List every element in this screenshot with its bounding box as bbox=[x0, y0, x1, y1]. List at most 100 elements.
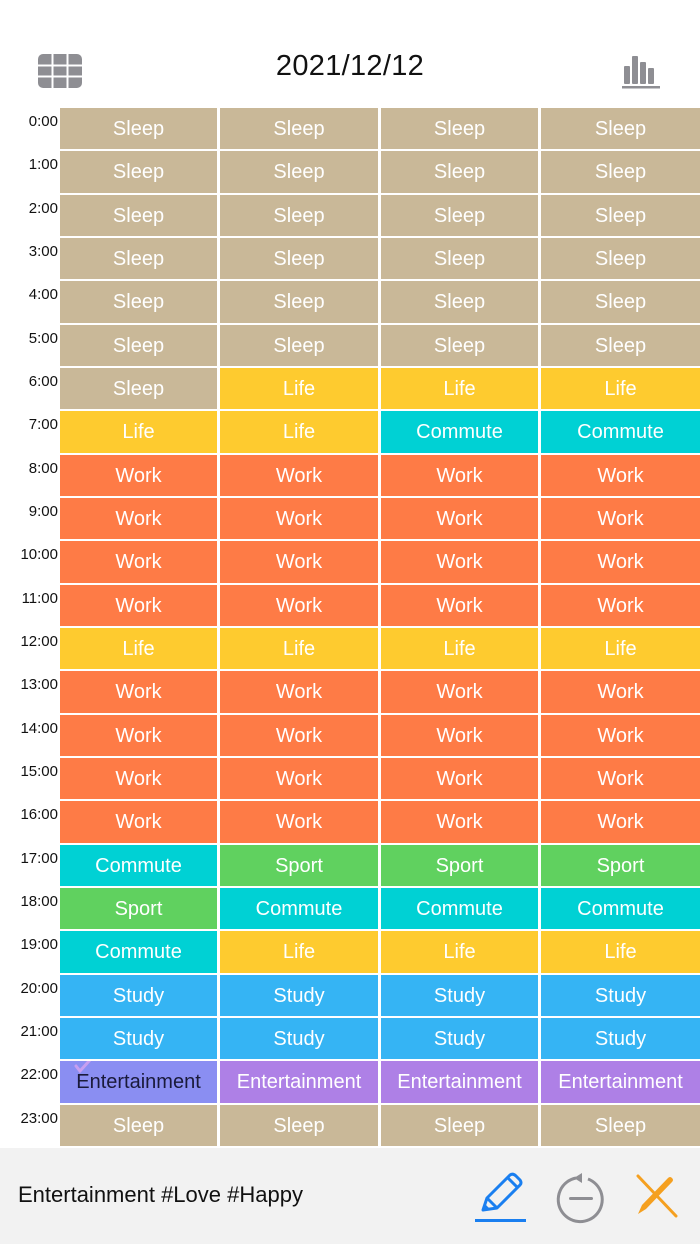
activity-cell[interactable]: Sleep bbox=[60, 281, 217, 323]
activity-cell[interactable]: Sleep bbox=[541, 324, 700, 366]
activity-cell[interactable]: Sport bbox=[541, 844, 700, 886]
activity-cell[interactable]: Sleep bbox=[220, 238, 378, 280]
activity-cell[interactable]: Sleep bbox=[381, 238, 538, 280]
activity-cell[interactable]: Work bbox=[541, 498, 700, 540]
activity-cell[interactable]: Sleep bbox=[60, 324, 217, 366]
activity-cell[interactable]: Sleep bbox=[60, 1104, 217, 1146]
activity-cell[interactable]: Sleep bbox=[220, 108, 378, 150]
activity-cell[interactable]: Life bbox=[381, 628, 538, 670]
activity-cell[interactable]: Commute bbox=[381, 411, 538, 453]
activity-cell[interactable]: Sleep bbox=[381, 1104, 538, 1146]
activity-cell[interactable]: Commute bbox=[220, 888, 378, 930]
activity-cell[interactable]: Work bbox=[220, 498, 378, 540]
activity-cell[interactable]: Work bbox=[60, 758, 217, 800]
activity-cell[interactable]: Work bbox=[541, 454, 700, 496]
activity-cell[interactable]: Work bbox=[220, 671, 378, 713]
activity-cell[interactable]: Life bbox=[541, 368, 700, 410]
activity-cell[interactable]: Work bbox=[541, 801, 700, 843]
activity-cell[interactable]: Work bbox=[541, 671, 700, 713]
activity-cell[interactable]: Entertainment bbox=[220, 1061, 378, 1103]
activity-cell[interactable]: Work bbox=[220, 714, 378, 756]
activity-cell[interactable]: Study bbox=[381, 1018, 538, 1060]
activity-cell[interactable]: Work bbox=[541, 758, 700, 800]
activity-cell[interactable]: Sport bbox=[60, 888, 217, 930]
activity-cell[interactable]: Study bbox=[541, 1018, 700, 1060]
activity-cell[interactable]: Study bbox=[381, 974, 538, 1016]
activity-cell[interactable]: Sleep bbox=[220, 1104, 378, 1146]
grid-view-icon[interactable] bbox=[38, 54, 82, 88]
activity-cell[interactable]: Sleep bbox=[541, 108, 700, 150]
activity-cell[interactable]: Work bbox=[381, 584, 538, 626]
activity-cell[interactable]: Work bbox=[220, 584, 378, 626]
activity-cell[interactable]: Sleep bbox=[381, 151, 538, 193]
activity-cell[interactable]: Work bbox=[220, 541, 378, 583]
bar-chart-icon[interactable] bbox=[620, 54, 662, 90]
activity-cell[interactable]: Work bbox=[381, 801, 538, 843]
activity-cell[interactable]: Sleep bbox=[541, 238, 700, 280]
activity-cell[interactable]: Study bbox=[60, 974, 217, 1016]
activity-cell[interactable]: Life bbox=[220, 628, 378, 670]
activity-cell[interactable]: Study bbox=[541, 974, 700, 1016]
activity-cell[interactable]: Sleep bbox=[541, 151, 700, 193]
activity-cell[interactable]: Work bbox=[60, 671, 217, 713]
activity-cell[interactable]: Study bbox=[220, 1018, 378, 1060]
activity-cell[interactable]: Sleep bbox=[381, 194, 538, 236]
activity-cell-selected[interactable]: Entertainment bbox=[60, 1061, 217, 1103]
activity-cell[interactable]: Life bbox=[60, 411, 217, 453]
activity-cell[interactable]: Work bbox=[381, 541, 538, 583]
selected-note-label[interactable]: Entertainment #Love #Happy bbox=[18, 1182, 303, 1207]
activity-cell[interactable]: Work bbox=[541, 541, 700, 583]
page-title[interactable]: 2021/12/12 bbox=[275, 50, 425, 82]
activity-cell[interactable]: Sleep bbox=[220, 194, 378, 236]
activity-cell[interactable]: Work bbox=[220, 758, 378, 800]
activity-cell[interactable]: Work bbox=[60, 498, 217, 540]
activity-cell[interactable]: Entertainment bbox=[381, 1061, 538, 1103]
activity-cell[interactable]: Sleep bbox=[381, 324, 538, 366]
activity-cell[interactable]: Work bbox=[60, 584, 217, 626]
pencil-icon[interactable] bbox=[474, 1170, 528, 1224]
activity-cell[interactable]: Work bbox=[381, 758, 538, 800]
activity-cell[interactable]: Work bbox=[381, 454, 538, 496]
activity-cell[interactable]: Entertainment bbox=[541, 1061, 700, 1103]
activity-cell[interactable]: Study bbox=[60, 1018, 217, 1060]
activity-cell[interactable]: Sleep bbox=[60, 238, 217, 280]
activity-cell[interactable]: Study bbox=[220, 974, 378, 1016]
activity-cell[interactable]: Life bbox=[381, 931, 538, 973]
activity-cell[interactable]: Life bbox=[220, 931, 378, 973]
activity-cell[interactable]: Life bbox=[381, 368, 538, 410]
activity-cell[interactable]: Sleep bbox=[541, 281, 700, 323]
activity-cell[interactable]: Sleep bbox=[220, 151, 378, 193]
activity-cell[interactable]: Work bbox=[60, 454, 217, 496]
activity-cell[interactable]: Sleep bbox=[541, 1104, 700, 1146]
activity-cell[interactable]: Work bbox=[381, 714, 538, 756]
activity-cell[interactable]: Work bbox=[541, 584, 700, 626]
activity-cell[interactable]: Work bbox=[220, 454, 378, 496]
activity-cell[interactable]: Work bbox=[541, 714, 700, 756]
activity-cell[interactable]: Life bbox=[220, 368, 378, 410]
activity-cell[interactable]: Sleep bbox=[60, 368, 217, 410]
activity-cell[interactable]: Commute bbox=[381, 888, 538, 930]
activity-cell[interactable]: Life bbox=[60, 628, 217, 670]
activity-cell[interactable]: Sleep bbox=[220, 281, 378, 323]
undo-remove-icon[interactable] bbox=[554, 1170, 608, 1224]
activity-cell[interactable]: Commute bbox=[60, 931, 217, 973]
activity-cell[interactable]: Sport bbox=[381, 844, 538, 886]
activity-cell[interactable]: Work bbox=[220, 801, 378, 843]
activity-cell[interactable]: Sleep bbox=[541, 194, 700, 236]
activity-cell[interactable]: Work bbox=[381, 498, 538, 540]
activity-cell[interactable]: Commute bbox=[541, 888, 700, 930]
activity-cell[interactable]: Sleep bbox=[60, 194, 217, 236]
activity-cell[interactable]: Life bbox=[541, 628, 700, 670]
activity-cell[interactable]: Commute bbox=[541, 411, 700, 453]
activity-cell[interactable]: Sleep bbox=[381, 281, 538, 323]
activity-cell[interactable]: Commute bbox=[60, 844, 217, 886]
activity-cell[interactable]: Work bbox=[60, 714, 217, 756]
activity-cell[interactable]: Sleep bbox=[220, 324, 378, 366]
activity-cell[interactable]: Work bbox=[60, 541, 217, 583]
activity-cell[interactable]: Work bbox=[381, 671, 538, 713]
activity-cell[interactable]: Sleep bbox=[60, 108, 217, 150]
activity-cell[interactable]: Sport bbox=[220, 844, 378, 886]
activity-cell[interactable]: Life bbox=[541, 931, 700, 973]
clear-pencil-icon[interactable] bbox=[632, 1172, 680, 1218]
activity-cell[interactable]: Life bbox=[220, 411, 378, 453]
